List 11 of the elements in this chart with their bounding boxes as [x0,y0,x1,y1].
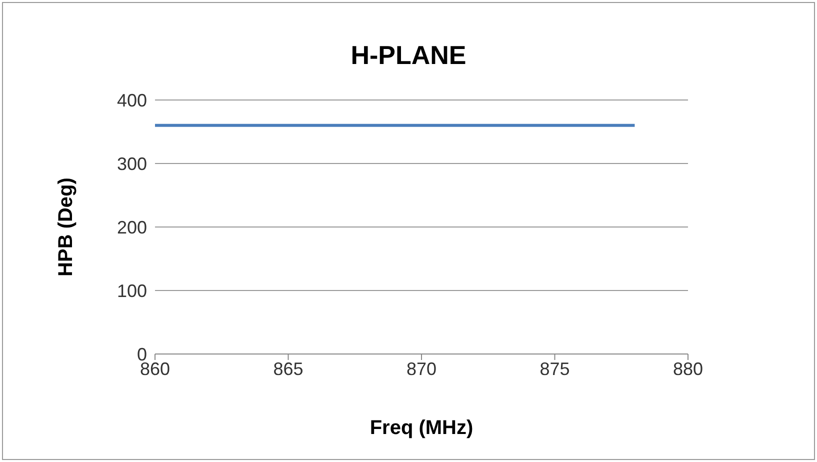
x-tick-label: 870 [406,358,437,379]
y-tick-label: 300 [116,154,147,174]
y-tick-label: 200 [116,217,147,238]
y-tick-label: 400 [116,90,147,110]
y-axis-title: HPB (Deg) [55,178,78,276]
x-axis-title: Freq (MHz) [370,417,474,439]
chart-title: H-PLANE [350,40,468,71]
x-tick-label: 865 [273,358,304,379]
x-tick-label: 875 [540,358,570,379]
x-tick-label: 880 [672,358,704,379]
y-tick-label: 100 [116,280,147,301]
